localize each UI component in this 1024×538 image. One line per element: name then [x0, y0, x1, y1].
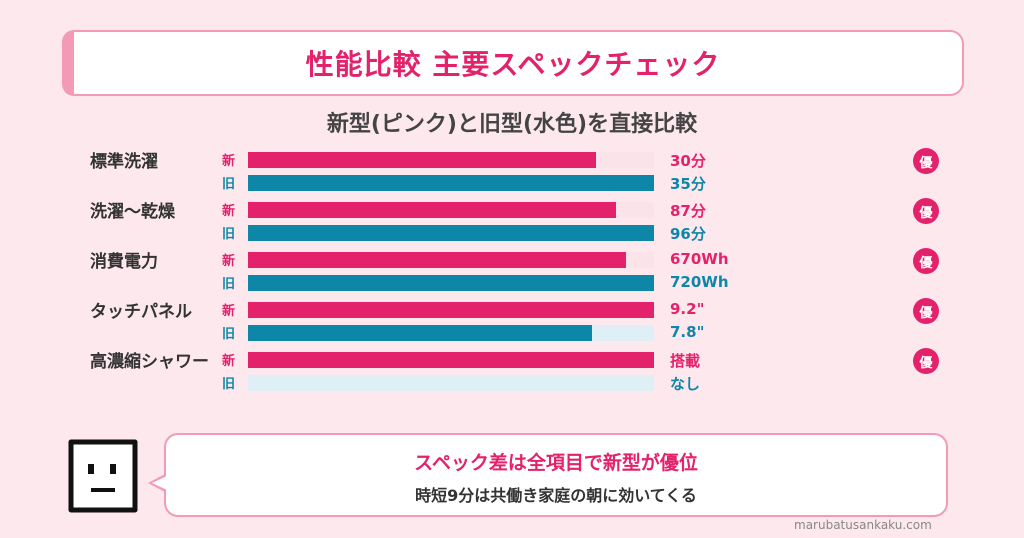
- old-bar: [248, 225, 654, 241]
- new-tag: 新: [222, 154, 236, 169]
- advantage-badge: 優: [913, 148, 939, 174]
- page-title: 性能比較 主要スペックチェック: [305, 48, 721, 81]
- new-bar-track: [248, 152, 654, 168]
- old-bar: [248, 325, 593, 341]
- new-bar: [248, 352, 654, 368]
- site-credit: marubatusankaku.com: [794, 518, 932, 532]
- new-value-label: 30分: [670, 152, 706, 170]
- new-bar: [248, 302, 654, 318]
- new-bar: [248, 252, 626, 268]
- old-bar-track: [248, 275, 654, 291]
- old-bar: [248, 175, 654, 191]
- new-value-label: 670Wh: [670, 250, 729, 268]
- square-face-icon: [68, 439, 138, 513]
- category-label: 消費電力: [90, 252, 158, 272]
- old-tag: 旧: [222, 327, 236, 342]
- old-bar-track: [248, 375, 654, 391]
- advantage-badge: 優: [913, 298, 939, 324]
- category-label: 洗濯〜乾燥: [90, 202, 175, 222]
- old-bar: [248, 275, 654, 291]
- chart-subtitle: 新型(ピンク)と旧型(水色)を直接比較: [326, 112, 698, 137]
- title-accent-bar: [62, 30, 74, 96]
- old-value-label: なし: [670, 375, 701, 393]
- old-value-label: 7.8": [670, 323, 705, 341]
- new-tag: 新: [222, 204, 236, 219]
- old-value-label: 720Wh: [670, 273, 729, 291]
- old-tag: 旧: [222, 277, 236, 292]
- old-bar-track: [248, 225, 654, 241]
- advantage-badge: 優: [913, 248, 939, 274]
- old-tag: 旧: [222, 377, 236, 392]
- new-bar-track: [248, 252, 654, 268]
- category-label: タッチパネル: [90, 302, 192, 322]
- new-tag: 新: [222, 304, 236, 319]
- new-bar-track: [248, 352, 654, 368]
- category-label: 高濃縮シャワー: [90, 352, 209, 372]
- old-tag: 旧: [222, 227, 236, 242]
- old-tag: 旧: [222, 177, 236, 192]
- new-tag: 新: [222, 254, 236, 269]
- new-bar-track: [248, 202, 654, 218]
- old-bar-track: [248, 175, 654, 191]
- title-box: 性能比較 主要スペックチェック: [62, 30, 964, 96]
- note-pointer-inner: [152, 476, 167, 490]
- old-value-label: 35分: [670, 175, 706, 193]
- note-box: [164, 433, 948, 517]
- old-value-label: 96分: [670, 225, 706, 243]
- new-tag: 新: [222, 354, 236, 369]
- advantage-badge: 優: [913, 198, 939, 224]
- note-subtext: 時短9分は共働き家庭の朝に効いてくる: [415, 486, 697, 505]
- note-headline: スペック差は全項目で新型が優位: [414, 452, 698, 474]
- new-value-label: 9.2": [670, 300, 705, 318]
- advantage-badge: 優: [913, 348, 939, 374]
- new-bar: [248, 152, 596, 168]
- new-bar-track: [248, 302, 654, 318]
- category-label: 標準洗濯: [90, 152, 158, 172]
- new-bar: [248, 202, 616, 218]
- old-bar-track: [248, 325, 654, 341]
- new-value-label: 87分: [670, 202, 706, 220]
- new-value-label: 搭載: [670, 352, 701, 370]
